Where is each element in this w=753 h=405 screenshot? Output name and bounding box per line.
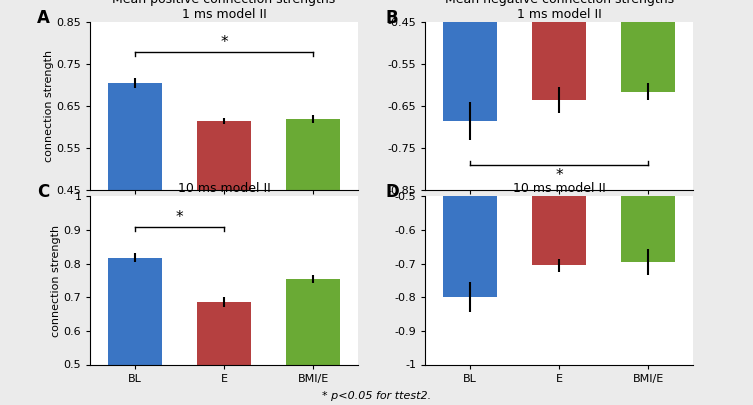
Text: B: B bbox=[386, 9, 398, 27]
Bar bbox=[532, 0, 586, 100]
Text: D: D bbox=[386, 183, 399, 201]
Bar bbox=[444, 28, 497, 297]
Title: Mean negative connection strengths
1 ms model II: Mean negative connection strengths 1 ms … bbox=[444, 0, 674, 21]
Title: Mean positive connection strengths
1 ms model II: Mean positive connection strengths 1 ms … bbox=[112, 0, 336, 21]
Bar bbox=[197, 121, 251, 379]
Bar bbox=[286, 279, 340, 405]
Bar bbox=[108, 83, 162, 379]
Title: 10 ms model II: 10 ms model II bbox=[178, 182, 270, 195]
Text: C: C bbox=[37, 183, 49, 201]
Text: A: A bbox=[37, 9, 50, 27]
Text: *: * bbox=[555, 168, 563, 183]
Bar bbox=[621, 0, 675, 92]
Bar bbox=[108, 258, 162, 405]
Bar bbox=[621, 28, 675, 262]
Text: *: * bbox=[175, 210, 183, 225]
Text: * p<0.05 for ttest2.: * p<0.05 for ttest2. bbox=[322, 391, 431, 401]
Title: 10 ms model II: 10 ms model II bbox=[513, 182, 605, 195]
Bar bbox=[197, 302, 251, 405]
Bar bbox=[532, 28, 586, 265]
Text: *: * bbox=[220, 35, 228, 50]
Bar bbox=[444, 0, 497, 121]
Bar bbox=[286, 119, 340, 379]
Y-axis label: connection strength: connection strength bbox=[44, 50, 53, 162]
Y-axis label: connection strength: connection strength bbox=[50, 224, 61, 337]
